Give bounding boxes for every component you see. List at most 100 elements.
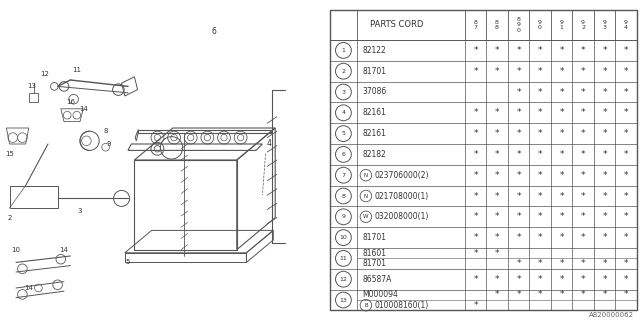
Text: *: *	[624, 108, 628, 117]
Text: *: *	[538, 191, 542, 201]
Text: 6: 6	[212, 28, 217, 36]
Text: 4: 4	[266, 140, 271, 148]
Text: *: *	[495, 275, 499, 284]
Text: *: *	[538, 290, 542, 299]
Text: 021708000(1): 021708000(1)	[375, 191, 429, 201]
Text: 7: 7	[341, 173, 346, 178]
Text: 8: 8	[103, 128, 108, 134]
Text: B: B	[364, 303, 368, 308]
Text: *: *	[624, 212, 628, 221]
Text: *: *	[495, 108, 499, 117]
Text: 9
0: 9 0	[538, 20, 542, 30]
Text: 3: 3	[77, 208, 83, 214]
Text: *: *	[624, 87, 628, 97]
Text: *: *	[580, 290, 586, 299]
Text: *: *	[602, 150, 607, 159]
Text: 13: 13	[339, 298, 348, 302]
Text: *: *	[538, 108, 542, 117]
Text: 14: 14	[79, 106, 88, 112]
Text: 11: 11	[340, 256, 348, 261]
Text: 010008160(1): 010008160(1)	[375, 301, 429, 310]
Text: *: *	[580, 233, 586, 242]
Text: *: *	[538, 259, 542, 268]
Text: *: *	[516, 212, 521, 221]
Text: *: *	[495, 46, 499, 55]
Text: *: *	[473, 233, 478, 242]
Text: *: *	[559, 191, 564, 201]
Text: *: *	[495, 129, 499, 138]
Text: *: *	[495, 212, 499, 221]
Text: 032008000(1): 032008000(1)	[375, 212, 429, 221]
Text: 14: 14	[60, 247, 68, 252]
Text: 16: 16	[66, 100, 75, 105]
Text: *: *	[624, 171, 628, 180]
Text: *: *	[473, 301, 478, 310]
Text: *: *	[473, 129, 478, 138]
Text: 9
4: 9 4	[624, 20, 628, 30]
Text: *: *	[580, 212, 586, 221]
Text: *: *	[559, 212, 564, 221]
Text: *: *	[516, 87, 521, 97]
Text: *: *	[538, 171, 542, 180]
Text: *: *	[473, 108, 478, 117]
Text: *: *	[602, 259, 607, 268]
Text: *: *	[473, 171, 478, 180]
Text: *: *	[473, 191, 478, 201]
Text: *: *	[602, 108, 607, 117]
Text: *: *	[580, 129, 586, 138]
Text: 11: 11	[72, 68, 81, 73]
Text: *: *	[602, 233, 607, 242]
Text: *: *	[602, 87, 607, 97]
Text: *: *	[624, 275, 628, 284]
Text: *: *	[624, 129, 628, 138]
Text: *: *	[538, 87, 542, 97]
Text: *: *	[495, 290, 499, 299]
Text: W: W	[363, 214, 369, 219]
Text: *: *	[538, 275, 542, 284]
Text: 12: 12	[40, 71, 49, 76]
Text: 12: 12	[339, 277, 348, 282]
Text: *: *	[580, 150, 586, 159]
Text: 10: 10	[12, 247, 20, 252]
Text: *: *	[473, 150, 478, 159]
Text: *: *	[559, 87, 564, 97]
Text: *: *	[538, 150, 542, 159]
Text: *: *	[580, 275, 586, 284]
Text: *: *	[516, 108, 521, 117]
Text: *: *	[538, 212, 542, 221]
Text: *: *	[602, 67, 607, 76]
Text: N: N	[364, 173, 368, 178]
Text: *: *	[602, 46, 607, 55]
Text: 5: 5	[342, 131, 346, 136]
Text: N: N	[364, 194, 368, 198]
Text: 10: 10	[340, 235, 348, 240]
Text: *: *	[580, 67, 586, 76]
Text: 5: 5	[126, 260, 130, 265]
Text: 2: 2	[8, 215, 12, 220]
Text: 9: 9	[106, 141, 111, 147]
Text: 9
2: 9 2	[581, 20, 585, 30]
Text: *: *	[624, 233, 628, 242]
Text: *: *	[473, 67, 478, 76]
Text: 81701: 81701	[362, 233, 386, 242]
Text: 4: 4	[341, 110, 346, 115]
Text: *: *	[559, 129, 564, 138]
Text: *: *	[516, 275, 521, 284]
Text: *: *	[516, 129, 521, 138]
Text: *: *	[538, 67, 542, 76]
Text: 8: 8	[342, 194, 346, 198]
Text: *: *	[602, 212, 607, 221]
Text: *: *	[473, 249, 478, 258]
Text: *: *	[516, 171, 521, 180]
Text: *: *	[495, 249, 499, 258]
Text: *: *	[495, 150, 499, 159]
Text: *: *	[538, 129, 542, 138]
Text: *: *	[495, 67, 499, 76]
Text: *: *	[624, 290, 628, 299]
Text: 3: 3	[341, 90, 346, 94]
Text: *: *	[516, 290, 521, 299]
Text: *: *	[559, 275, 564, 284]
Text: *: *	[516, 259, 521, 268]
Text: *: *	[602, 275, 607, 284]
Text: 82182: 82182	[362, 150, 386, 159]
